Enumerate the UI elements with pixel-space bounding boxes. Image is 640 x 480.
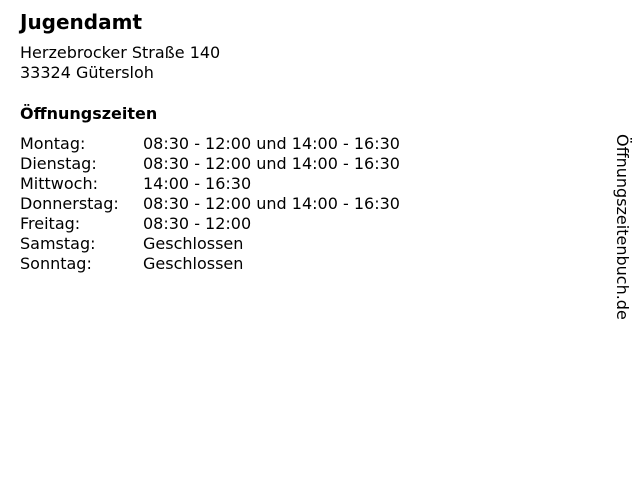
hours-list: Montag: 08:30 - 12:00 und 14:00 - 16:30 D… (20, 134, 400, 274)
time-value: Geschlossen (143, 234, 244, 253)
address-city: 33324 Gütersloh (20, 63, 154, 82)
page-title: Jugendamt (20, 10, 143, 34)
time-value: 08:30 - 12:00 (143, 214, 252, 233)
day-label: Samstag: (20, 234, 96, 253)
watermark-text: Öffnungszeitenbuch.de (613, 134, 632, 320)
day-label: Donnerstag: (20, 194, 119, 213)
day-label: Montag: (20, 134, 86, 153)
hours-row: Dienstag: 08:30 - 12:00 und 14:00 - 16:30 (20, 154, 400, 174)
day-label: Dienstag: (20, 154, 97, 173)
time-value: Geschlossen (143, 254, 244, 273)
time-value: 08:30 - 12:00 und 14:00 - 16:30 (143, 154, 400, 173)
time-value: 08:30 - 12:00 und 14:00 - 16:30 (143, 134, 400, 153)
address: Herzebrocker Straße 140 33324 Gütersloh (20, 43, 220, 83)
hours-row: Samstag: Geschlossen (20, 234, 400, 254)
hours-row: Donnerstag: 08:30 - 12:00 und 14:00 - 16:… (20, 194, 400, 214)
time-value: 14:00 - 16:30 (143, 174, 252, 193)
hours-row: Sonntag: Geschlossen (20, 254, 400, 274)
hours-row: Mittwoch: 14:00 - 16:30 (20, 174, 400, 194)
time-value: 08:30 - 12:00 und 14:00 - 16:30 (143, 194, 400, 213)
day-label: Sonntag: (20, 254, 92, 273)
day-label: Freitag: (20, 214, 81, 233)
hours-row: Freitag: 08:30 - 12:00 (20, 214, 400, 234)
hours-row: Montag: 08:30 - 12:00 und 14:00 - 16:30 (20, 134, 400, 154)
hours-heading: Öffnungszeiten (20, 104, 158, 123)
day-label: Mittwoch: (20, 174, 98, 193)
address-street: Herzebrocker Straße 140 (20, 43, 221, 62)
